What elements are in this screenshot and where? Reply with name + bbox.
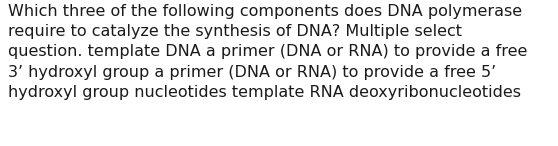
Text: Which three of the following components does DNA polymerase
require to catalyze : Which three of the following components … (8, 4, 528, 100)
